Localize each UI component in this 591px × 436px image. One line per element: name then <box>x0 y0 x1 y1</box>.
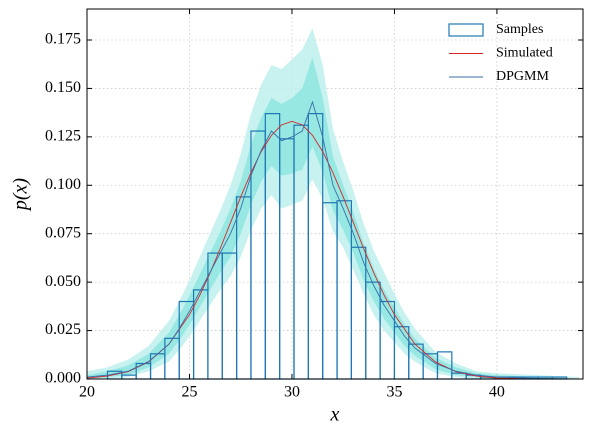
y-tick-label: 0.100 <box>45 176 81 193</box>
y-axis-label: p(x) <box>10 178 32 213</box>
y-tick-label: 0.050 <box>45 273 81 290</box>
y-tick-label: 0.075 <box>45 224 81 241</box>
legend-label: Samples <box>496 22 543 37</box>
y-tick-label: 0.175 <box>45 31 81 48</box>
x-tick-label: 20 <box>79 384 95 401</box>
line <box>86 120 579 380</box>
x-tick-label: 30 <box>284 384 300 401</box>
x-axis-label: x <box>330 404 340 426</box>
line <box>86 100 579 380</box>
y-tick-label: 0.000 <box>45 370 81 387</box>
x-tick-label: 25 <box>181 384 197 401</box>
legend-label: DPGMM <box>496 69 549 84</box>
y-tick-label: 0.025 <box>45 321 81 338</box>
x-tick-label: 35 <box>386 384 402 401</box>
legend-swatch <box>448 23 484 37</box>
legend-label: Simulated <box>496 46 553 61</box>
y-tick-label: 0.150 <box>45 79 81 96</box>
y-tick-label: 0.125 <box>45 128 81 145</box>
x-tick-label: 40 <box>489 384 505 401</box>
plot-frame <box>86 8 584 380</box>
